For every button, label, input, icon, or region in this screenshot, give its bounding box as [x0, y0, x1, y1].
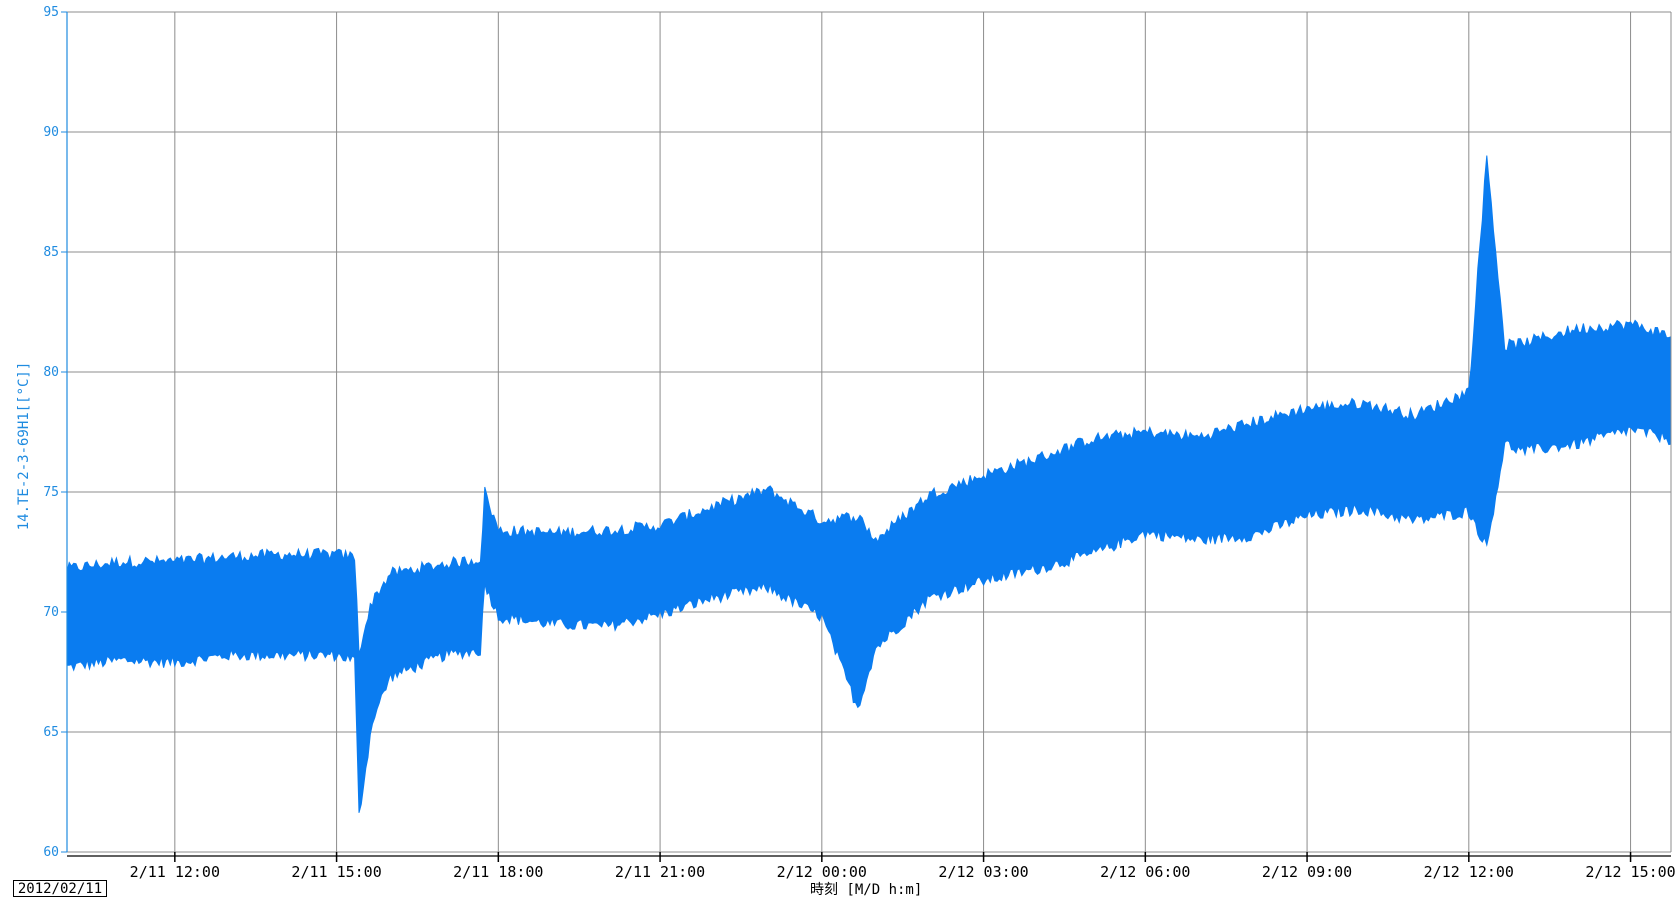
x-tick-labels: 2/11 12:00 2/11 15:00 2/11 18:00 2/11 21:00… — [130, 863, 1676, 881]
y-tick-label: 65 — [43, 725, 59, 740]
y-tick-label: 60 — [43, 845, 59, 860]
x-tick-label: 2/12 09:00 — [1262, 863, 1352, 881]
y-tick-label: 85 — [43, 245, 59, 260]
y-tick-label: 95 — [43, 5, 59, 20]
x-axis-label: 時刻 [M/D h:m] — [810, 882, 923, 898]
x-tick-label: 2/12 00:00 — [777, 863, 867, 881]
grid-lines — [67, 11, 1671, 853]
x-tick-label: 2/11 12:00 — [130, 863, 220, 881]
x-tick-label: 2/12 12:00 — [1424, 863, 1514, 881]
y-tick-labels: 60 65 70 75 80 85 90 95 — [43, 5, 59, 860]
y-axis-label: 14.TE-2-3-69H1[[°C]] — [16, 362, 32, 531]
axes — [61, 11, 1672, 862]
y-tick-label: 80 — [43, 365, 59, 380]
y-tick-label: 70 — [43, 605, 59, 620]
y-tick-label: 90 — [43, 125, 59, 140]
series-band — [66, 155, 1672, 813]
x-tick-label: 2/11 15:00 — [291, 863, 381, 881]
y-tick-label: 75 — [43, 485, 59, 500]
x-tick-label: 2/12 06:00 — [1100, 863, 1190, 881]
x-tick-label: 2/11 18:00 — [453, 863, 543, 881]
start-date-label: 2012/02/11 — [13, 880, 107, 897]
x-tick-label: 2/11 21:00 — [615, 863, 705, 881]
x-tick-label: 2/12 03:00 — [938, 863, 1028, 881]
series-envelope — [66, 155, 1672, 813]
x-tick-label: 2/12 15:00 — [1585, 863, 1675, 881]
